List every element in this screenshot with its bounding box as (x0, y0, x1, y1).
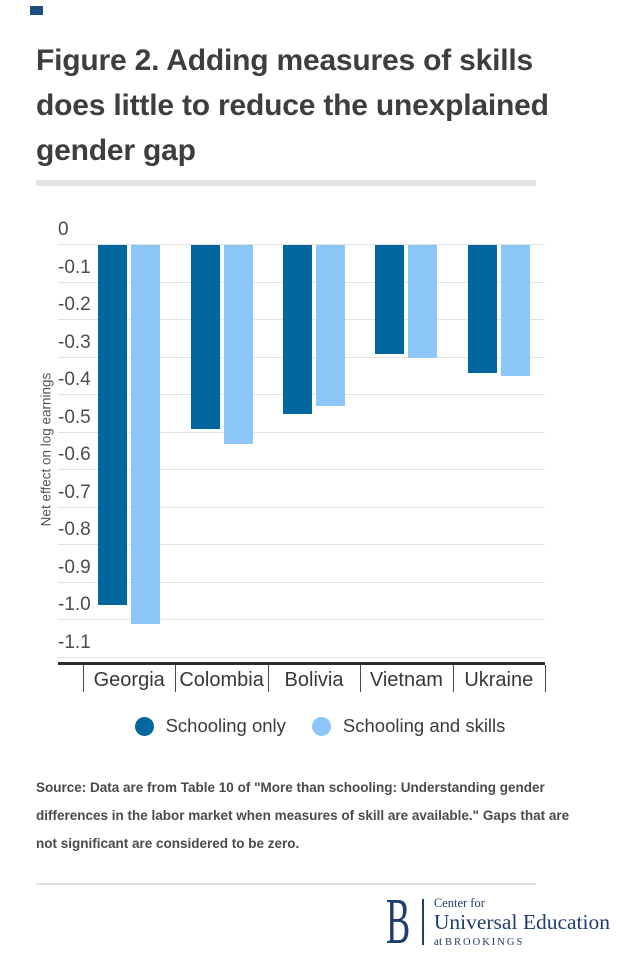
category-tick (360, 664, 362, 692)
y-tick-label: -0.7 (58, 481, 91, 503)
logo-brookings: BROOKINGS (445, 937, 525, 948)
bar-chart: Net effect on log earnings 0 -0.1 -0.2 -0.3… (36, 210, 616, 705)
footer-divider (36, 883, 536, 885)
category-label-colombia: Colombia (179, 668, 264, 691)
gridline (58, 656, 545, 658)
category-label-bolivia: Bolivia (284, 668, 344, 691)
brookings-logo: B Center for Universal Education at BROO… (385, 885, 610, 958)
category-tick (267, 664, 269, 692)
legend-swatch-schooling-and-skills (311, 716, 331, 736)
gridline (58, 544, 545, 545)
gridline (58, 581, 545, 583)
figure-title-line-3: gender gap (36, 134, 196, 167)
legend-label-schooling-only: Schooling only (165, 715, 286, 736)
figure-title: Figure 2. Adding measures of skills does… (36, 38, 626, 173)
gridline (58, 244, 545, 245)
logo-at-brookings: at BROOKINGS (434, 936, 610, 949)
source-note: Source: Data are from Table 10 of "More … (36, 780, 570, 851)
bar-colombia-schooling-only (190, 245, 220, 429)
plot-area: 0 -0.1 -0.2 -0.3 -0.4 -0.5 -0.6 -0.7 -0.8 -0.9 -1.… (36, 210, 616, 705)
y-tick-label: -0.1 (58, 256, 91, 278)
category-tick (452, 664, 454, 692)
gridline (58, 619, 545, 620)
gridline (58, 469, 545, 470)
x-axis-line (58, 661, 545, 665)
category-tick (83, 664, 84, 692)
category-label-vietnam: Vietnam (369, 668, 443, 691)
legend-swatch-schooling-only (134, 716, 154, 736)
bar-colombia-schooling-and-skills (223, 245, 253, 444)
category-tick (545, 664, 546, 692)
logo-at: at (433, 936, 443, 948)
y-tick-label: -0.4 (58, 369, 91, 390)
y-tick-label: -1.0 (58, 594, 91, 615)
title-divider (36, 180, 536, 186)
logo-divider (421, 899, 424, 945)
bar-vietnam-schooling-only (375, 245, 405, 354)
bar-bolivia-schooling-only (283, 245, 312, 414)
accent-mark (30, 6, 43, 15)
category-label-georgia: Georgia (93, 668, 165, 691)
figure-title-line-1: Figure 2. Adding measures of skills (36, 44, 534, 77)
y-tick-label: -0.6 (58, 444, 91, 465)
gridline (58, 506, 545, 508)
brookings-b-mark: B (385, 885, 411, 958)
y-tick-label: -0.5 (58, 406, 91, 428)
legend: Schooling only Schooling and skills (0, 715, 640, 737)
category-tick (175, 664, 177, 692)
category-label-ukraine: Ukraine (464, 668, 534, 691)
logo-text: Center for Universal Education at BROOKI… (424, 897, 610, 949)
y-tick-label: -0.9 (58, 556, 91, 578)
y-tick-label: -0.3 (58, 331, 91, 353)
bar-bolivia-schooling-and-skills (316, 245, 345, 407)
y-tick-label: -0.8 (58, 519, 91, 540)
legend-item-schooling-and-skills: Schooling and skills (311, 715, 506, 737)
logo-universal-education: Universal Education (433, 910, 610, 934)
figure-title-line-2: does little to reduce the unexplained (36, 89, 549, 122)
legend-label-schooling-and-skills: Schooling and skills (342, 715, 506, 736)
bar-ukraine-schooling-and-skills (500, 245, 530, 377)
bar-georgia-schooling-and-skills (131, 245, 161, 624)
legend-item-schooling-only: Schooling only (134, 715, 286, 737)
y-tick-label: -1.1 (58, 631, 91, 653)
bar-georgia-schooling-only (98, 245, 128, 605)
bar-ukraine-schooling-only (467, 245, 497, 373)
y-tick-label: -0.2 (58, 294, 91, 315)
logo-center-for: Center for (433, 896, 485, 910)
gridline (58, 431, 545, 433)
bar-vietnam-schooling-and-skills (408, 245, 438, 358)
y-tick-label: 0 (58, 219, 69, 240)
